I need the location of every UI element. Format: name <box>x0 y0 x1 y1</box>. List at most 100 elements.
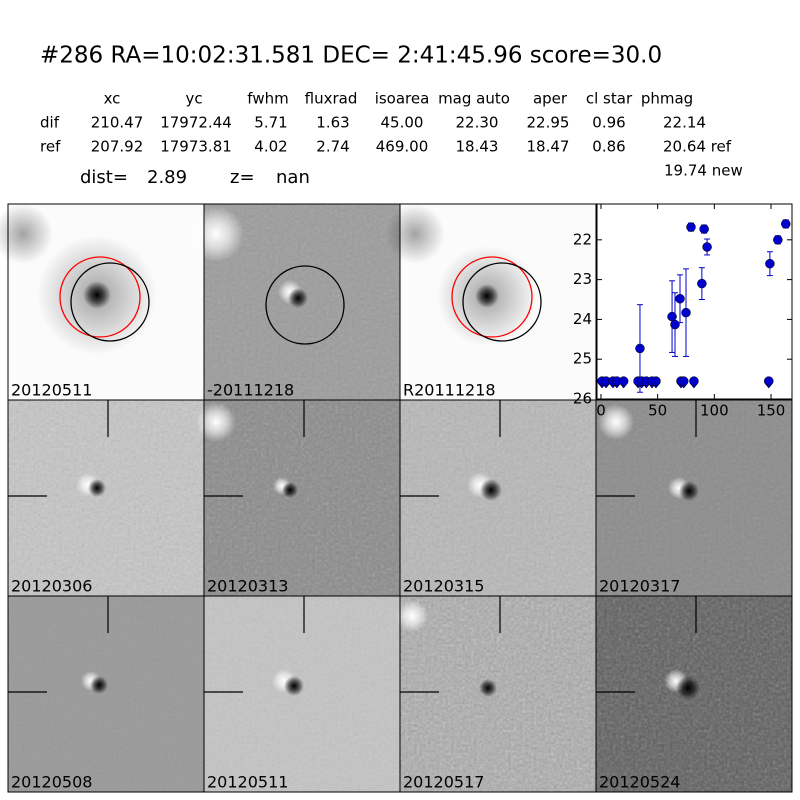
data-point <box>689 376 699 386</box>
stamp: 20120313 <box>196 399 401 597</box>
stamp: 20120315 <box>399 399 597 597</box>
data-point <box>699 224 709 234</box>
distance-text: z= <box>230 167 255 188</box>
data-point <box>670 319 680 330</box>
table-cell: 210.47 <box>91 114 144 132</box>
row-label: ref <box>40 138 61 156</box>
aperture <box>265 265 345 345</box>
column-header: cl star <box>586 90 633 108</box>
source <box>480 479 502 501</box>
data-point <box>678 376 689 386</box>
table-cell: 0.96 <box>592 114 625 132</box>
stamp: 20120317 <box>595 399 793 597</box>
source <box>284 676 304 696</box>
stamp-label: -20111218 <box>207 381 294 400</box>
stamp-label: 20120524 <box>599 773 680 792</box>
source <box>385 204 445 264</box>
x-tick-label: 0 <box>596 402 606 420</box>
stamp-label: 20120508 <box>11 773 92 792</box>
table-cell: 17973.81 <box>160 138 232 156</box>
table-cell: 17972.44 <box>160 114 232 132</box>
table-cell: 22.95 <box>527 114 570 132</box>
distance-text: 2.89 <box>147 167 187 188</box>
data-point <box>618 376 629 386</box>
source <box>88 479 106 497</box>
x-tick-label: 50 <box>648 402 667 420</box>
light-curve: 0 50 100 150 22 23 24 25 26 <box>573 203 793 420</box>
stamp: 20120511 <box>0 203 205 401</box>
y-tick-label: 24 <box>573 310 592 328</box>
source <box>188 206 244 262</box>
stamp: -20111218 <box>188 203 401 401</box>
table-cell: 4.02 <box>254 138 287 156</box>
table-cell: 469.00 <box>376 138 429 156</box>
stamp-label: 20120315 <box>403 577 484 596</box>
series <box>597 376 774 389</box>
row-label: dif <box>40 114 60 132</box>
data-point <box>681 307 691 318</box>
y-tick-label: 25 <box>573 350 592 368</box>
source <box>676 676 700 700</box>
data-point <box>773 235 783 245</box>
source <box>396 600 428 632</box>
column-header: xc <box>104 90 121 108</box>
table-cell: 2.74 <box>316 138 349 156</box>
source <box>83 281 111 309</box>
column-header: mag auto <box>438 90 510 108</box>
source <box>90 676 108 694</box>
source <box>282 482 298 498</box>
table-extra: 19.74 new <box>664 162 743 180</box>
column-header: isoarea <box>375 90 430 108</box>
aperture <box>462 262 542 342</box>
stamp-label: 20120313 <box>207 577 288 596</box>
data-point <box>764 376 774 386</box>
data-point <box>702 242 712 252</box>
source <box>479 679 497 697</box>
series <box>635 219 791 393</box>
distance-text: nan <box>276 167 310 188</box>
stamp-label: R20111218 <box>403 381 496 400</box>
stamp-noise <box>400 596 596 792</box>
aperture <box>70 262 150 342</box>
table-cell: 20.64 ref <box>663 138 732 156</box>
header-title: #286 RA=10:02:31.581 DEC= 2:41:45.96 sco… <box>40 43 662 69</box>
table-cell: 22.30 <box>456 114 499 132</box>
column-header: phmag <box>641 90 693 108</box>
data-point <box>765 258 775 269</box>
table-cell: 45.00 <box>381 114 424 132</box>
table-cell: 1.63 <box>316 114 349 132</box>
y-tick-label: 26 <box>573 390 592 408</box>
stamp-label: 20120511 <box>11 381 92 400</box>
stamp-noise <box>204 400 400 596</box>
table-cell: 0.86 <box>592 138 625 156</box>
stamp-border <box>595 595 793 793</box>
source <box>598 404 634 440</box>
stamp-grid: 20120511 -20111218 R20111218 20120306 201203… <box>0 203 793 793</box>
stamp: R20111218 <box>385 203 597 401</box>
distance-text: dist= <box>80 167 128 188</box>
table-cell: 18.43 <box>456 138 499 156</box>
stamp-label: 20120306 <box>11 577 92 596</box>
data-point <box>686 222 696 232</box>
stamp-noise <box>8 400 204 596</box>
source <box>288 288 308 308</box>
data-point <box>697 278 707 289</box>
data-point <box>781 219 791 229</box>
stamp: 20120511 <box>203 595 401 793</box>
stamp-noise <box>8 596 204 792</box>
y-tick-label: 23 <box>573 270 592 288</box>
aperture <box>59 256 141 338</box>
stamp: 20120508 <box>7 595 205 793</box>
table-cell: 18.47 <box>527 138 570 156</box>
column-header: aper <box>533 90 568 108</box>
stamp-noise <box>204 596 400 792</box>
x-tick-label: 150 <box>757 402 786 420</box>
stamp: 20120306 <box>7 399 205 597</box>
x-tick-label: 100 <box>700 402 729 420</box>
source <box>0 204 53 264</box>
stamp: 20120517 <box>396 595 597 793</box>
column-header: fluxrad <box>305 90 358 108</box>
stamp: 20120524 <box>595 595 793 793</box>
table-cell: 22.14 <box>663 114 706 132</box>
